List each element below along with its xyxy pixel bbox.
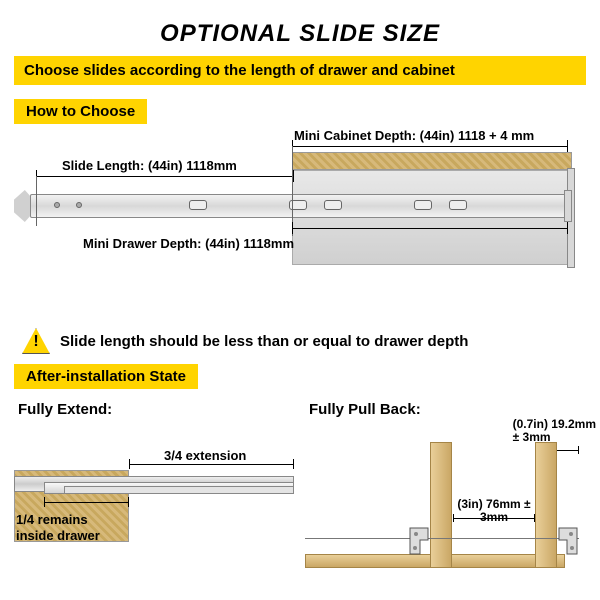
rail-slot [449, 200, 467, 210]
rail-right-cap [564, 190, 572, 222]
dim-drawer-line [292, 228, 568, 229]
extend-diagram: 3/4 extension 1/4 remainsinside drawer [14, 420, 295, 550]
fully-extend-col: Fully Extend: 3/4 extension 1/4 remainsi… [14, 397, 295, 570]
gap-dim-arrows [453, 518, 535, 519]
label-mini-drawer: Mini Drawer Depth: (44in) 1118mm [74, 236, 294, 251]
top-diagram: Mini Cabinet Depth: (44in) 1118 + 4 mm S… [14, 128, 586, 288]
slide-rail [14, 190, 572, 222]
cabinet-top-strip [292, 152, 572, 170]
rail-slot [324, 200, 342, 210]
fully-extend-label: Fully Extend: [18, 401, 295, 418]
pullback-diagram: (0.7in) 19.2mm± 3mm (3in) 76mm ± 3mm [305, 420, 586, 570]
guide-line [36, 176, 37, 226]
main-title: OPTIONAL SLIDE SIZE [0, 0, 600, 48]
thickness-dim-label: (0.7in) 19.2mm± 3mm [513, 418, 596, 444]
gap-dim-label: (3in) 76mm ± 3mm [453, 498, 535, 524]
rail-hole [54, 202, 60, 208]
pb-side-panel-left [430, 442, 452, 568]
warning-row: Slide length should be less than or equa… [22, 328, 586, 354]
thickness-dim-arrows [557, 450, 579, 451]
label-mini-cabinet: Mini Cabinet Depth: (44in) 1118 + 4 mm [294, 128, 534, 143]
ext-rail-inner [64, 486, 294, 494]
pb-side-panel-right [535, 442, 557, 568]
dim-cabinet-line [292, 146, 568, 147]
pb-rail-line [305, 538, 579, 539]
fully-pullback-col: Fully Pull Back: (0.7in) 19.2mm± 3mm (3i… [305, 397, 586, 570]
rail-slot [189, 200, 207, 210]
warning-text: Slide length should be less than or equa… [60, 333, 468, 350]
after-install-tag: After-installation State [14, 364, 198, 389]
fully-pullback-label: Fully Pull Back: [309, 401, 586, 418]
subtitle-bar: Choose slides according to the length of… [14, 56, 586, 85]
mount-bracket-icon [408, 526, 430, 556]
rail-hole [76, 202, 82, 208]
ext-14-label: 1/4 remainsinside drawer [16, 512, 100, 543]
mount-bracket-icon [557, 526, 579, 556]
rail-slot [414, 200, 432, 210]
how-to-choose-tag: How to Choose [14, 99, 147, 124]
warning-icon [22, 328, 50, 354]
label-slide-length: Slide Length: (44in) 1118mm [62, 158, 237, 173]
ext-34-dim [129, 464, 294, 465]
ext-34-label: 3/4 extension [164, 448, 246, 463]
bottom-row: Fully Extend: 3/4 extension 1/4 remainsi… [14, 397, 586, 570]
dim-slide-line [36, 176, 294, 177]
ext-14-dim [44, 502, 129, 503]
